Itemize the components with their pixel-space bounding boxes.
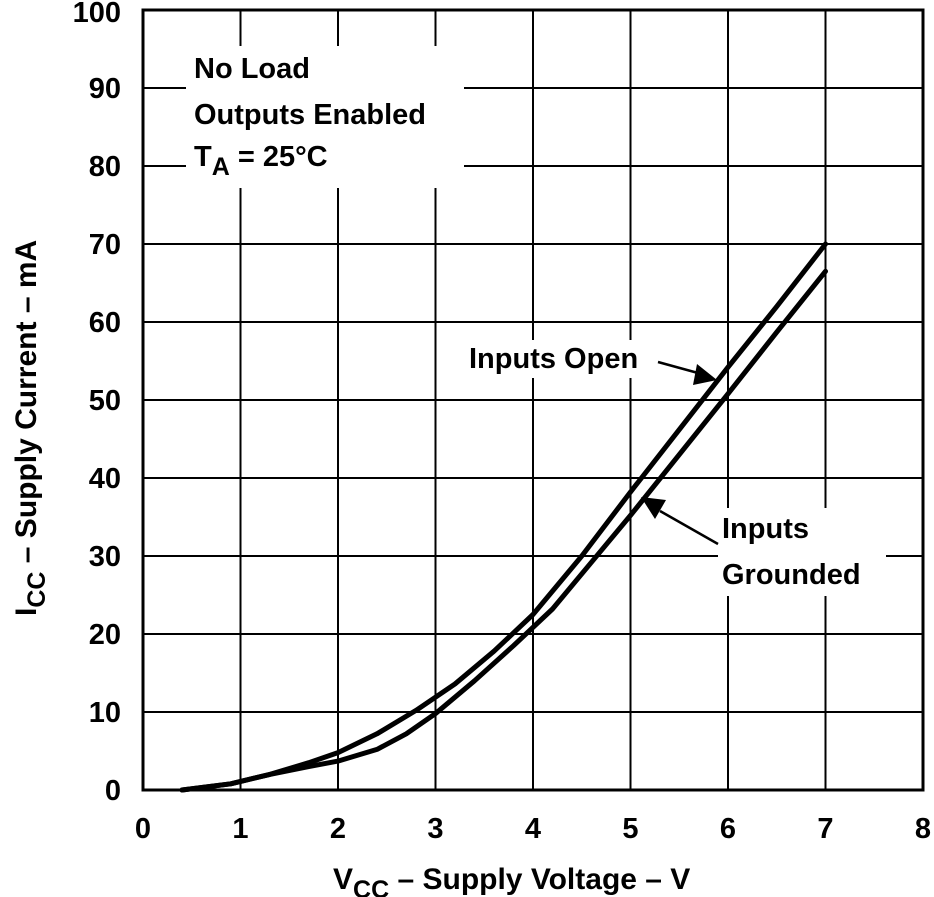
x-tick-label: 6: [720, 813, 736, 845]
y-axis-label-sub: CC: [23, 572, 51, 608]
x-axis-label-sub: CC: [353, 876, 389, 897]
series-label-inputs-grounded-line2: Grounded: [722, 559, 861, 591]
y-axis-label: ICC – Supply Current – mA: [10, 240, 51, 616]
x-tick-label: 3: [427, 813, 443, 845]
y-tick-label: 20: [89, 619, 121, 651]
series-label-inputs-grounded-line1: Inputs: [722, 513, 809, 545]
y-tick-label: 100: [73, 0, 121, 29]
x-axis-label-rest: – Supply Voltage – V: [389, 863, 690, 896]
x-tick-label: 0: [135, 813, 151, 845]
condition-temperature: TA = 25°C: [194, 141, 328, 181]
series-label-inputs-open-text: Inputs Open: [469, 343, 638, 375]
series-label-inputs-open: Inputs Open: [466, 340, 717, 385]
condition-temperature-main: T: [194, 141, 212, 173]
series-label-inputs-grounded: Inputs Grounded: [641, 497, 886, 596]
x-tick-label: 7: [817, 813, 833, 845]
x-tick-label: 8: [915, 813, 931, 845]
conditions-note-background: [186, 46, 464, 188]
y-tick-label: 70: [89, 229, 121, 261]
x-axis-label-main: V: [333, 863, 353, 896]
condition-temperature-rest: = 25°C: [230, 141, 328, 173]
y-tick-label: 60: [89, 307, 121, 339]
inputs-grounded-leader-line: [659, 509, 719, 546]
series-label-inputs-grounded-background: [718, 508, 886, 596]
x-axis-label: VCC – Supply Voltage – V: [333, 863, 690, 897]
y-tick-label: 40: [89, 463, 121, 495]
condition-temperature-sub: A: [212, 153, 230, 181]
y-tick-label: 90: [89, 73, 121, 105]
series: [179, 241, 828, 793]
y-tick-label: 50: [89, 385, 121, 417]
y-tick-label: 30: [89, 541, 121, 573]
series-label-inputs-open-background: [466, 340, 662, 378]
x-tick-label: 4: [525, 813, 541, 845]
inputs-grounded-arrowhead: [641, 497, 666, 519]
series-line-inputs-grounded: [179, 268, 828, 793]
y-axis-label-rest: – Supply Current – mA: [10, 240, 43, 572]
plot-frame: [141, 8, 925, 792]
y-axis-label-main: I: [10, 608, 43, 616]
y-tick-label: 0: [105, 775, 121, 807]
y-tick-label: 80: [89, 151, 121, 183]
condition-no-load: No Load: [194, 53, 310, 85]
conditions-note: No Load Outputs Enabled TA = 25°C: [186, 46, 464, 188]
x-tick-label: 1: [232, 813, 248, 845]
inputs-open-arrowhead: [693, 364, 717, 385]
inputs-open-leader-line: [657, 360, 699, 375]
x-tick-label: 2: [330, 813, 346, 845]
y-tick-label: 10: [89, 697, 121, 729]
grid: [143, 10, 923, 790]
condition-outputs-enabled: Outputs Enabled: [194, 99, 426, 131]
x-tick-label: 5: [622, 813, 638, 845]
